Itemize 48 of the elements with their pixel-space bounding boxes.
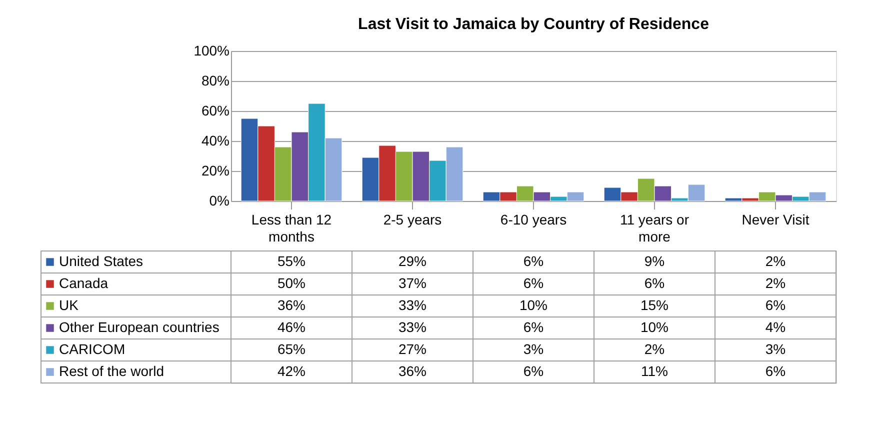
data-label: 9% <box>644 253 665 269</box>
legend-label: CARICOM <box>59 341 126 357</box>
data-label: 36% <box>398 363 427 379</box>
data-label: 2% <box>765 275 786 291</box>
data-label: 6% <box>523 275 544 291</box>
data-label: 33% <box>398 319 427 335</box>
data-label: 6% <box>523 253 544 269</box>
y-tick-label: 0% <box>209 192 230 208</box>
data-label: 50% <box>277 275 306 291</box>
legend-label: United States <box>59 253 144 269</box>
data-label: 36% <box>277 297 306 313</box>
legend-label: Rest of the world <box>59 363 164 379</box>
data-label: 55% <box>277 253 306 269</box>
data-label: 3% <box>765 341 786 357</box>
data-label: 10% <box>519 297 548 313</box>
x-tick-label: Never Visit <box>742 212 810 228</box>
data-label: 29% <box>398 253 427 269</box>
data-label: 10% <box>640 319 669 335</box>
data-label: 11% <box>641 363 668 379</box>
legend-label: Other European countries <box>59 319 220 335</box>
data-label: 46% <box>277 319 306 335</box>
data-label: 15% <box>640 297 669 313</box>
data-label: 42% <box>277 363 306 379</box>
x-tick-label: 2-5 years <box>383 212 442 228</box>
x-tick-label: 6-10 years <box>500 212 567 228</box>
y-tick-label: 60% <box>201 102 230 118</box>
data-label: 37% <box>398 275 427 291</box>
data-label: 4% <box>765 319 786 335</box>
data-label: 65% <box>277 341 306 357</box>
legend-label: UK <box>59 297 80 313</box>
data-label: 33% <box>398 297 427 313</box>
y-tick-label: 80% <box>201 72 230 88</box>
legend-label: Canada <box>59 275 108 291</box>
data-label: 6% <box>523 319 544 335</box>
chart-title: Last Visit to Jamaica by Country of Residence <box>358 16 710 33</box>
data-label: 2% <box>765 253 786 269</box>
data-label: 6% <box>765 363 786 379</box>
data-label: 3% <box>523 341 544 357</box>
y-tick-label: 40% <box>201 132 230 148</box>
data-label: 6% <box>765 297 786 313</box>
x-tick-label: 11 years or more <box>620 212 690 244</box>
data-label: 27% <box>398 341 427 357</box>
data-label: 6% <box>644 275 665 291</box>
x-tick-label: Less than 12 months <box>251 212 332 244</box>
data-label: 2% <box>644 341 665 357</box>
data-label: 6% <box>523 363 544 379</box>
y-tick-label: 20% <box>201 162 230 178</box>
y-tick-label: 100% <box>194 42 230 58</box>
